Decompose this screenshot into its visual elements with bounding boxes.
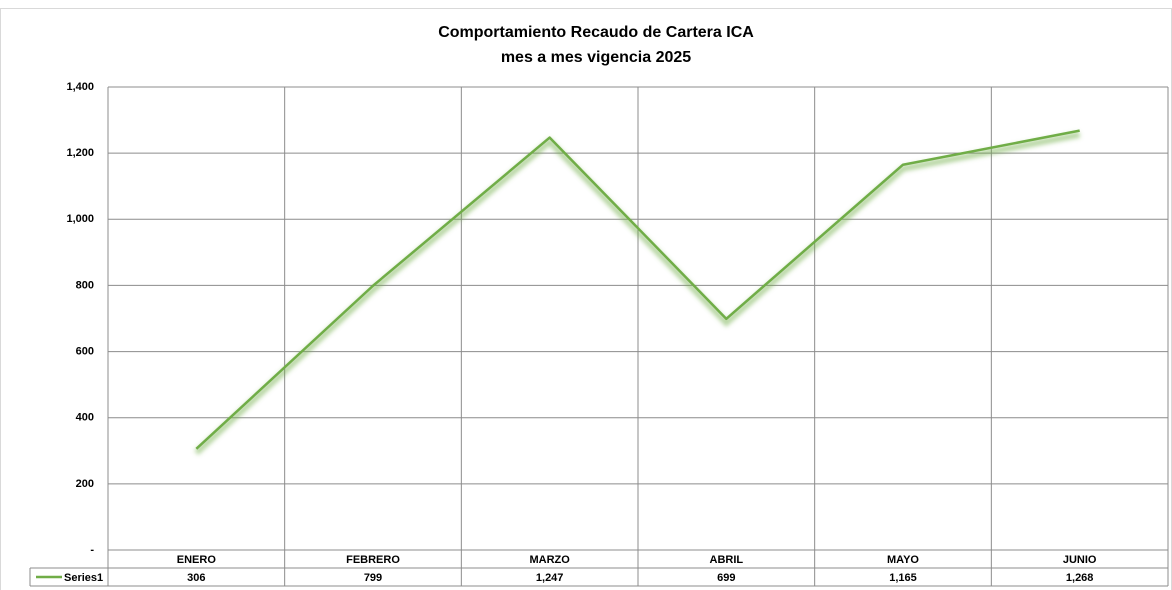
data-table-value: 1,268 [1066, 572, 1094, 584]
y-tick-label: 400 [76, 412, 94, 424]
line-series [195, 129, 1080, 450]
y-tick-label: 600 [76, 345, 94, 357]
y-tick-label: 1,000 [66, 213, 94, 225]
y-tick-label: 1,200 [66, 147, 94, 159]
x-tick-label: FEBRERO [346, 554, 400, 566]
chart-subtitle: mes a mes vigencia 2025 [501, 49, 691, 66]
x-tick-label: MARZO [530, 554, 571, 566]
chart-title: Comportamiento Recaudo de Cartera ICA [438, 24, 754, 41]
x-tick-label: ENERO [177, 554, 217, 566]
y-tick-label: 200 [76, 478, 94, 490]
y-tick-label: - [90, 544, 94, 556]
y-tick-label: 1,400 [66, 81, 94, 93]
chart-border [0, 8, 1172, 590]
data-table-value: 1,247 [536, 572, 564, 584]
line-glow [194, 131, 1081, 456]
data-table-value: 1,165 [889, 572, 917, 584]
x-tick-label: MAYO [887, 554, 919, 566]
legend-label: Series1 [64, 572, 103, 584]
data-table-value: 799 [364, 572, 382, 584]
x-tick-label: JUNIO [1063, 554, 1097, 566]
data-table-value: 306 [187, 572, 205, 584]
data-table-value: 699 [717, 572, 735, 584]
x-tick-label: ABRIL [710, 554, 744, 566]
y-tick-label: 800 [76, 279, 94, 291]
